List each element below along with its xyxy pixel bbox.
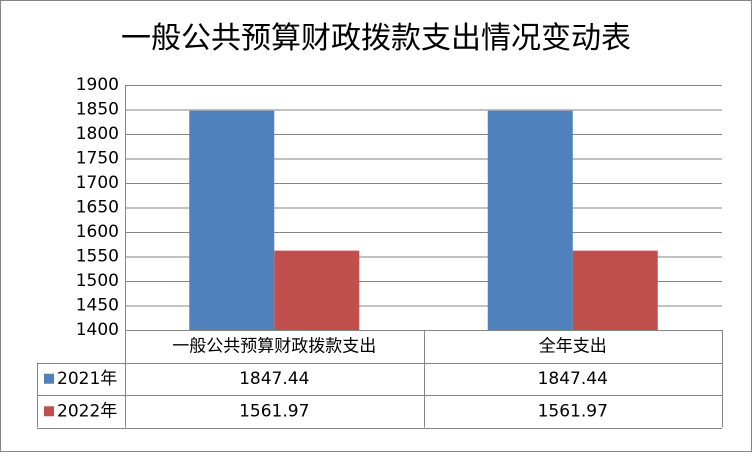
y-tick-label: 1400 (76, 320, 119, 340)
y-tick-label: 1800 (76, 124, 119, 144)
legend-key (44, 406, 54, 417)
y-tick-label: 1750 (76, 149, 119, 169)
y-tick-label: 1650 (76, 198, 119, 218)
table-value: 1561.97 (538, 401, 608, 421)
bar (572, 250, 658, 330)
y-tick-label: 1500 (76, 271, 119, 291)
table-value: 1847.44 (239, 369, 309, 389)
y-tick-label: 1900 (76, 75, 119, 95)
y-tick-label: 1550 (76, 247, 119, 267)
legend-label: 2022年 (57, 401, 117, 421)
bar (274, 250, 360, 330)
legend-label: 2021年 (57, 369, 117, 389)
bar (487, 110, 573, 331)
y-tick-label: 1700 (76, 173, 119, 193)
bar (189, 110, 275, 331)
legend-key (44, 373, 54, 384)
y-tick-label: 1450 (76, 296, 119, 316)
table-value: 1847.44 (538, 369, 608, 389)
category-label: 一般公共预算财政拨款支出 (172, 336, 376, 356)
table-value: 1561.97 (239, 401, 309, 421)
y-tick-label: 1600 (76, 222, 119, 242)
y-tick-label: 1850 (76, 100, 119, 120)
chart-title: 一般公共预算财政拨款支出情况变动表 (121, 21, 631, 56)
category-label: 全年支出 (539, 336, 607, 356)
